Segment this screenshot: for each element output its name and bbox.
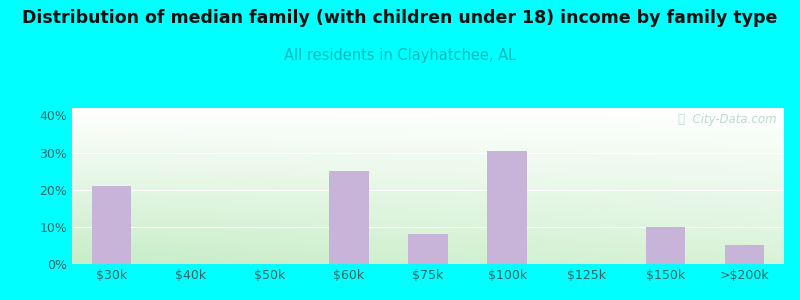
Text: All residents in Clayhatchee, AL: All residents in Clayhatchee, AL <box>284 48 516 63</box>
Bar <box>487 151 527 264</box>
Bar <box>725 245 764 264</box>
Bar <box>329 171 369 264</box>
Text: Distribution of median family (with children under 18) income by family type: Distribution of median family (with chil… <box>22 9 778 27</box>
Bar <box>646 227 685 264</box>
Bar <box>408 234 448 264</box>
Text: ⓘ  City-Data.com: ⓘ City-Data.com <box>678 113 777 126</box>
Bar <box>92 186 131 264</box>
